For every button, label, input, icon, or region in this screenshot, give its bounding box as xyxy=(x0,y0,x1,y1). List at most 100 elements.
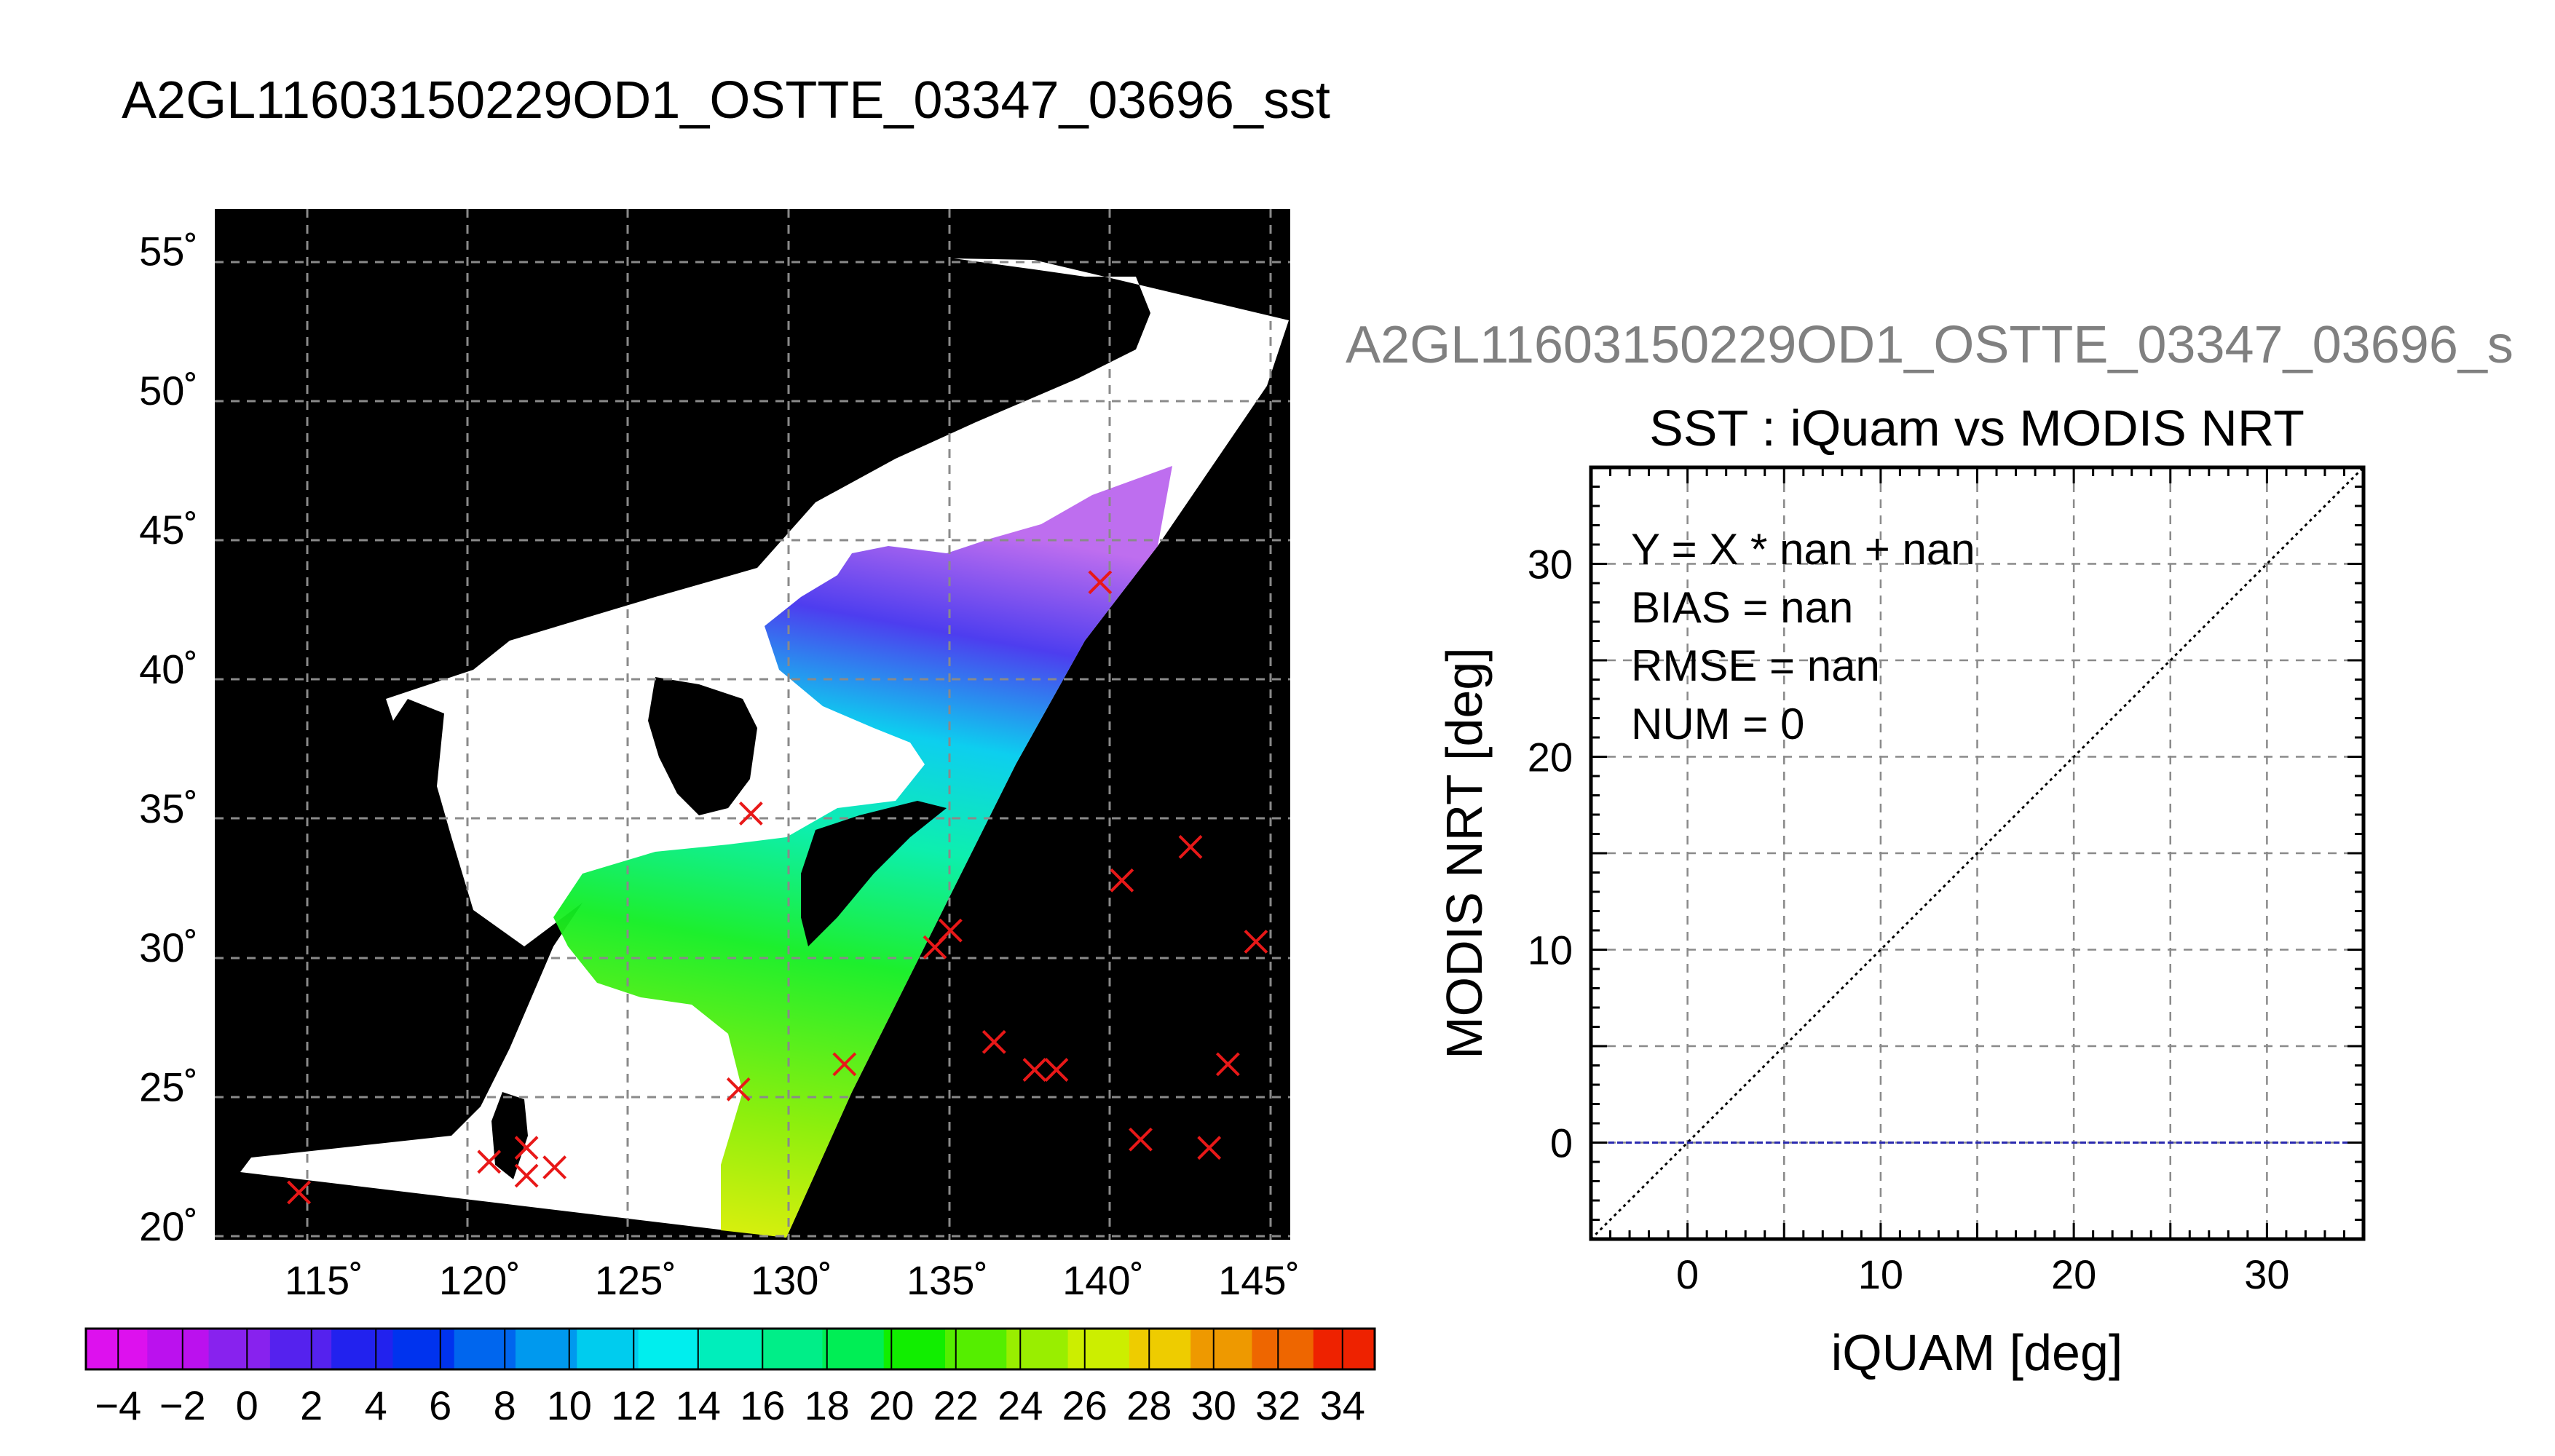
scatter-tick-labels: 0 10 20 30 0 10 20 30 xyxy=(1528,542,2290,1298)
buoy-marker xyxy=(738,802,763,826)
colorbar-tick-label: −4 xyxy=(95,1382,141,1428)
buoy-marker xyxy=(938,918,963,943)
scatter-x-tick-label: 20 xyxy=(2051,1251,2096,1297)
colorbar-cell xyxy=(1006,1329,1069,1369)
scatter-y-axis-label: MODIS NRT [deg] xyxy=(1436,647,1493,1059)
scatter-y-tick-label: 10 xyxy=(1528,927,1573,973)
map-lon-tick-label: 125˚ xyxy=(595,1257,676,1303)
colorbar-cells xyxy=(86,1329,1375,1369)
colorbar-tick-label: 24 xyxy=(998,1382,1043,1428)
colorbar-cell xyxy=(638,1329,700,1369)
colorbar-cell xyxy=(147,1329,210,1369)
colorbar-cell xyxy=(1313,1329,1375,1369)
colorbar-cell xyxy=(883,1329,946,1369)
figure-title: A2GL11603150229OD1_OSTTE_03347_03696_sst xyxy=(122,71,1330,130)
buoy-marker xyxy=(832,1052,857,1077)
buoy-marker xyxy=(1178,834,1203,859)
map-lat-tick-label: 35˚ xyxy=(139,786,198,831)
colorbar-tick-label: 34 xyxy=(1320,1382,1365,1428)
colorbar-cell xyxy=(822,1329,885,1369)
colorbar-tick-label: −2 xyxy=(159,1382,206,1428)
scatter-x-tick-label: 0 xyxy=(1676,1251,1699,1297)
map-lon-tick-label: 130˚ xyxy=(751,1257,832,1303)
scatter-x-tick-label: 10 xyxy=(1858,1251,1903,1297)
scatter-y-tick-label: 30 xyxy=(1528,542,1573,587)
scatter-caption: A2GL11603150229OD1_OSTTE_03347_03696_s xyxy=(1346,316,2513,374)
colorbar-cell xyxy=(269,1329,332,1369)
map-lon-tick-label: 145˚ xyxy=(1218,1257,1300,1303)
buoy-marker xyxy=(514,1136,539,1160)
buoy-marker xyxy=(514,1163,539,1188)
map-gridlines xyxy=(215,209,1290,1240)
scatter-reference-lines xyxy=(1591,467,2364,1239)
one-to-one-line xyxy=(1591,467,2364,1239)
map-lat-tick-label: 50˚ xyxy=(139,368,198,414)
map-lon-tick-label: 120˚ xyxy=(439,1257,521,1303)
colorbar-cell xyxy=(577,1329,639,1369)
buoy-marker xyxy=(1215,1052,1240,1077)
scatter-annotations: Y = X * nan + nan BIAS = nan RMSE = nan NUM… xyxy=(1631,525,1975,748)
colorbar-tick-label: 18 xyxy=(805,1382,850,1428)
buoy-marker xyxy=(477,1150,502,1174)
colorbar-tick-labels: −4 −2 0 2 4 6 8 10 12 14 16 18 20 22 24 26 28 30 32 34 xyxy=(95,1329,1365,1428)
map-lat-tick-label: 45˚ xyxy=(139,507,198,553)
korea-landmass xyxy=(648,677,757,815)
stats-annotation: RMSE = nan xyxy=(1631,641,1880,690)
buoy-marker xyxy=(287,1180,312,1205)
map-lat-tick-label: 25˚ xyxy=(139,1064,198,1110)
scatter-y-tick-label: 20 xyxy=(1528,735,1573,780)
map-lon-tick-label: 140˚ xyxy=(1062,1257,1144,1303)
scatter-y-tick-label: 0 xyxy=(1550,1120,1573,1166)
buoy-marker xyxy=(1088,570,1113,595)
colorbar-cell xyxy=(1129,1329,1191,1369)
stats-annotation: NUM = 0 xyxy=(1631,700,1804,748)
colorbar-tick-label: 28 xyxy=(1126,1382,1172,1428)
colorbar-tick-label: 32 xyxy=(1255,1382,1300,1428)
colorbar-tick-label: 2 xyxy=(300,1382,323,1428)
colorbar-cell xyxy=(1067,1329,1130,1369)
japan-landmass xyxy=(801,801,947,946)
colorbar-tick-label: 22 xyxy=(933,1382,979,1428)
buoy-marker xyxy=(1044,1058,1069,1082)
colorbar-cell xyxy=(761,1329,824,1369)
colorbar-tick-label: 14 xyxy=(676,1382,721,1428)
colorbar-tick-label: 30 xyxy=(1191,1382,1236,1428)
buoy-marker xyxy=(1110,868,1134,893)
colorbar: −4 −2 0 2 4 6 8 10 12 14 16 18 20 22 24 26 28 30 32 34 xyxy=(84,1327,1376,1428)
buoy-marker xyxy=(726,1077,751,1101)
map-lon-tick-label: 115˚ xyxy=(285,1257,363,1303)
stats-annotation: Y = X * nan + nan xyxy=(1631,525,1975,574)
colorbar-tick-label: 10 xyxy=(547,1382,592,1428)
stats-annotation: BIAS = nan xyxy=(1631,583,1853,632)
map-lat-tick-label: 40˚ xyxy=(139,646,198,692)
buoy-marker xyxy=(1244,930,1268,954)
colorbar-cell xyxy=(1252,1329,1314,1369)
map-lat-tick-label: 55˚ xyxy=(139,228,198,274)
colorbar-tick-label: 4 xyxy=(365,1382,387,1428)
colorbar-cell xyxy=(945,1329,1007,1369)
colorbar-cell xyxy=(699,1329,762,1369)
colorbar-tick-label: 0 xyxy=(236,1382,258,1428)
map-markers xyxy=(287,570,1268,1205)
swath-land xyxy=(240,258,1289,1238)
buoy-marker xyxy=(982,1029,1006,1054)
buoy-marker xyxy=(1022,1058,1047,1082)
colorbar-tick-label: 26 xyxy=(1062,1382,1107,1428)
colorbar-cell xyxy=(454,1329,516,1369)
scatter-x-axis-label: iQUAM [deg] xyxy=(1831,1324,2123,1381)
colorbar-frame xyxy=(84,1327,1376,1371)
colorbar-cell xyxy=(392,1329,455,1369)
map-tick-labels: 115˚ 120˚ 125˚ 130˚ 135˚ 140˚ 145˚ 20˚ 25˚ 30˚ 35˚… xyxy=(139,228,1300,1303)
colorbar-tick-label: 12 xyxy=(611,1382,656,1428)
colorbar-tick-label: 8 xyxy=(494,1382,516,1428)
scatter-x-tick-label: 30 xyxy=(2244,1251,2289,1297)
map-lat-tick-label: 20˚ xyxy=(139,1203,198,1249)
map-lon-tick-label: 135˚ xyxy=(907,1257,988,1303)
map-lat-tick-label: 30˚ xyxy=(139,925,198,970)
colorbar-tick-label: 20 xyxy=(869,1382,914,1428)
colorbar-cell xyxy=(516,1329,577,1369)
buoy-marker xyxy=(542,1155,567,1179)
colorbar-cell xyxy=(208,1329,271,1369)
scatter-plot: 0 10 20 30 0 10 20 30 Y = X * nan + nan BIAS = n… xyxy=(1436,465,2366,1381)
